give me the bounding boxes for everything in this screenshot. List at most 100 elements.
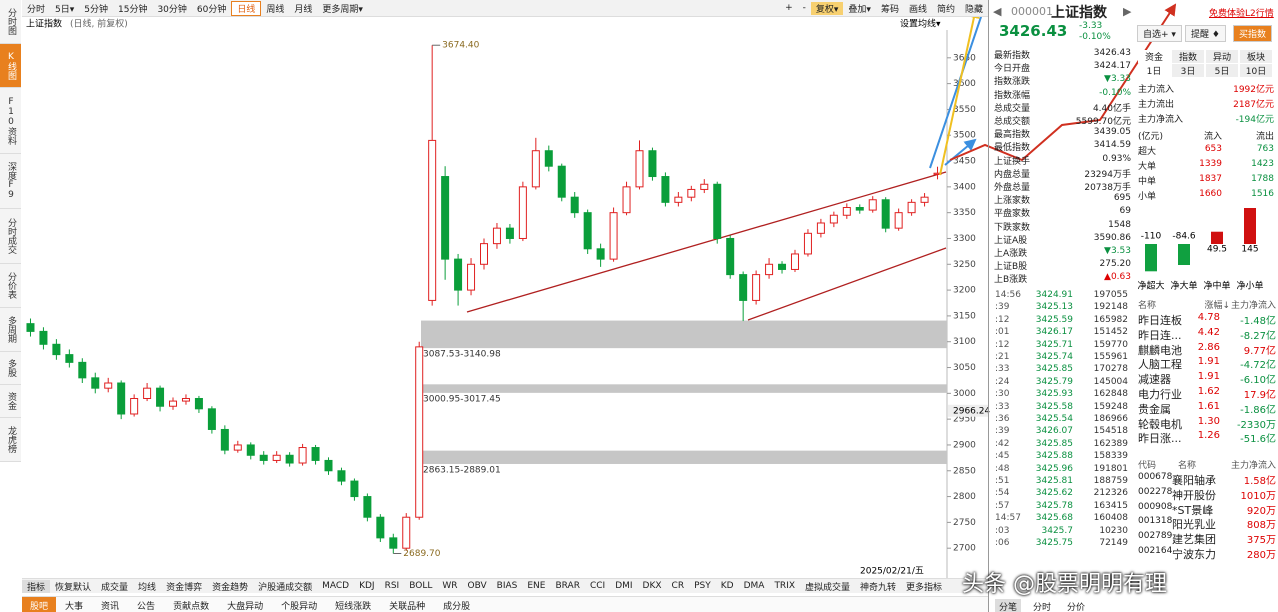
bottom-tabs: 股吧 大事 资讯 公告 贡献点数 大盘异动 个股异动 短线涨跌 关联品种 成分股 <box>22 596 988 612</box>
indicator-tab[interactable]: CCI <box>589 581 606 591</box>
indicator-tab[interactable]: 成交量 <box>101 582 129 593</box>
net-bar <box>1178 244 1190 266</box>
side-tab[interactable]: 龙虎榜 <box>0 418 21 462</box>
indicator-tab[interactable]: KDJ <box>359 581 375 591</box>
indicator-tab[interactable]: 恢复默认 <box>55 582 92 593</box>
marker-box <box>948 404 988 417</box>
period-tab[interactable]: 月线 <box>294 4 313 15</box>
info-tab[interactable]: 股吧 <box>22 596 57 612</box>
flow-period[interactable]: 1日 <box>1138 64 1170 77</box>
indicator-tab[interactable]: MACD <box>322 581 350 591</box>
indicator-tab[interactable]: BRAR <box>555 581 580 591</box>
side-tab[interactable]: 资金 <box>0 385 21 418</box>
indicator-tab[interactable]: 均线 <box>138 582 157 593</box>
flow-header: 流出 <box>1255 132 1274 142</box>
code: 000001 <box>1011 5 1053 18</box>
indicator-tab[interactable]: ENE <box>527 581 546 591</box>
indicator-tab[interactable]: PSY <box>694 581 711 591</box>
quote-button[interactable]: 买指数 <box>1233 25 1273 42</box>
info-tab[interactable]: 大盘异动 <box>227 601 264 612</box>
tick-tab[interactable]: 分笔 <box>995 599 1022 612</box>
period-tab[interactable]: 15分钟 <box>118 4 148 15</box>
l2-link[interactable]: 免费体验L2行情 <box>1209 9 1274 19</box>
period-tab[interactable]: 周线 <box>266 4 285 15</box>
info-tab[interactable]: 贡献点数 <box>173 601 210 612</box>
flow-tab[interactable]: 板块 <box>1240 50 1272 63</box>
period-tab[interactable]: 60分钟 <box>196 4 227 15</box>
period-tab[interactable]: 5日▾ <box>55 4 75 15</box>
tool-button[interactable]: 叠加▾ <box>848 4 871 15</box>
flow-tab[interactable]: 指数 <box>1172 50 1204 63</box>
flow-period[interactable]: 10日 <box>1240 64 1272 77</box>
flow-tab[interactable]: 异动 <box>1206 50 1238 63</box>
indicator-tab[interactable]: WR <box>442 581 458 591</box>
period-tab[interactable]: 更多周期▾ <box>322 4 363 15</box>
indicator-tab[interactable]: 更多指标 <box>906 582 943 593</box>
flow-period[interactable]: 3日 <box>1172 64 1204 77</box>
indicator-tab[interactable]: OBV <box>467 581 487 591</box>
tool-button[interactable]: - <box>802 3 806 13</box>
side-tab[interactable]: 分时成交 <box>0 209 21 264</box>
period-tab[interactable]: 日线 <box>231 0 262 16</box>
tool-button[interactable]: 画线 <box>908 4 927 15</box>
tick-tab[interactable]: 分价 <box>1067 603 1086 612</box>
info-tab[interactable]: 公告 <box>137 601 156 612</box>
indicator-tab[interactable]: CR <box>671 581 685 591</box>
info-tab[interactable]: 大事 <box>65 601 84 612</box>
tick-tab[interactable]: 分时 <box>1033 603 1052 612</box>
side-tab[interactable]: F10资料 <box>0 88 21 154</box>
sector-pct: 1.30 <box>1197 415 1220 427</box>
ma-setting[interactable]: 设置均线▾ <box>900 18 941 30</box>
period-tab[interactable]: 5分钟 <box>84 4 108 15</box>
sector-header: 名称 <box>1138 301 1157 311</box>
side-tab[interactable]: 分时图 <box>0 0 21 44</box>
tool-button[interactable]: 简约 <box>936 4 955 15</box>
quote-button[interactable]: 提醒 ♦ <box>1185 25 1226 42</box>
indicator-tab[interactable]: 指标 <box>22 579 51 593</box>
side-tab[interactable]: 深度F9 <box>0 154 21 209</box>
tick-volume: 10230 <box>1099 525 1128 536</box>
sector-flow: -8.27亿 <box>1240 330 1276 342</box>
side-tab[interactable]: 多周期 <box>0 308 21 352</box>
info-tab[interactable]: 个股异动 <box>281 601 318 612</box>
y-tick-label: 3450 <box>953 157 976 167</box>
tick-volume: 170278 <box>1093 364 1128 375</box>
y-tick-label: 2950 <box>953 415 976 425</box>
info-tab[interactable]: 资讯 <box>101 601 120 612</box>
flow-tab[interactable]: 资金 <box>1138 50 1170 63</box>
indicator-tab[interactable]: BIAS <box>496 581 518 591</box>
sector-flow: -6.10亿 <box>1240 375 1276 387</box>
period-tab[interactable]: 分时 <box>27 4 46 15</box>
indicator-tab[interactable]: 资金趋势 <box>212 582 249 593</box>
tool-button[interactable]: + <box>785 3 793 13</box>
indicator-tab[interactable]: DKX <box>642 581 662 591</box>
tool-button[interactable]: 隐藏 <box>964 4 983 15</box>
info-tab[interactable]: 关联品种 <box>389 601 426 612</box>
indicator-tab[interactable]: DMI <box>615 581 633 591</box>
flow-period[interactable]: 5日 <box>1206 64 1238 77</box>
indicator-tab[interactable]: 资金博弈 <box>166 582 203 593</box>
indicator-tab[interactable]: KD <box>720 581 734 591</box>
period-tab[interactable]: 30分钟 <box>157 4 187 15</box>
tick-price: 3425.79 <box>1035 376 1073 387</box>
quote-button[interactable]: 自选+ ▾ <box>1137 25 1182 42</box>
tool-button[interactable]: 复权▾ <box>810 1 844 15</box>
side-tab[interactable]: 分价表 <box>0 264 21 308</box>
next[interactable]: ▶ <box>1123 5 1132 18</box>
indicator-tab[interactable]: 沪股通成交额 <box>258 582 313 593</box>
indicator-tab[interactable]: RSI <box>384 581 400 591</box>
indicator-tab[interactable]: 神奇九转 <box>860 582 897 593</box>
net-value: 145 <box>1241 245 1258 255</box>
indicator-tab[interactable]: BOLL <box>409 581 433 591</box>
tool-button[interactable]: 筹码 <box>880 4 899 15</box>
side-tab[interactable]: K线图 <box>0 44 21 88</box>
indicator-tab[interactable]: 虚拟成交量 <box>805 582 851 593</box>
info-tab[interactable]: 成分股 <box>443 601 471 612</box>
info-tab[interactable]: 短线涨跌 <box>335 601 372 612</box>
indicator-tab[interactable]: DMA <box>743 581 765 591</box>
prev[interactable]: ◀ <box>993 5 1002 18</box>
sector-flow: 9.77亿 <box>1243 345 1276 357</box>
side-tab[interactable]: 多股 <box>0 352 21 385</box>
indicator-tab[interactable]: TRIX <box>774 581 796 591</box>
stat-value: 3426.43 <box>1093 48 1131 58</box>
